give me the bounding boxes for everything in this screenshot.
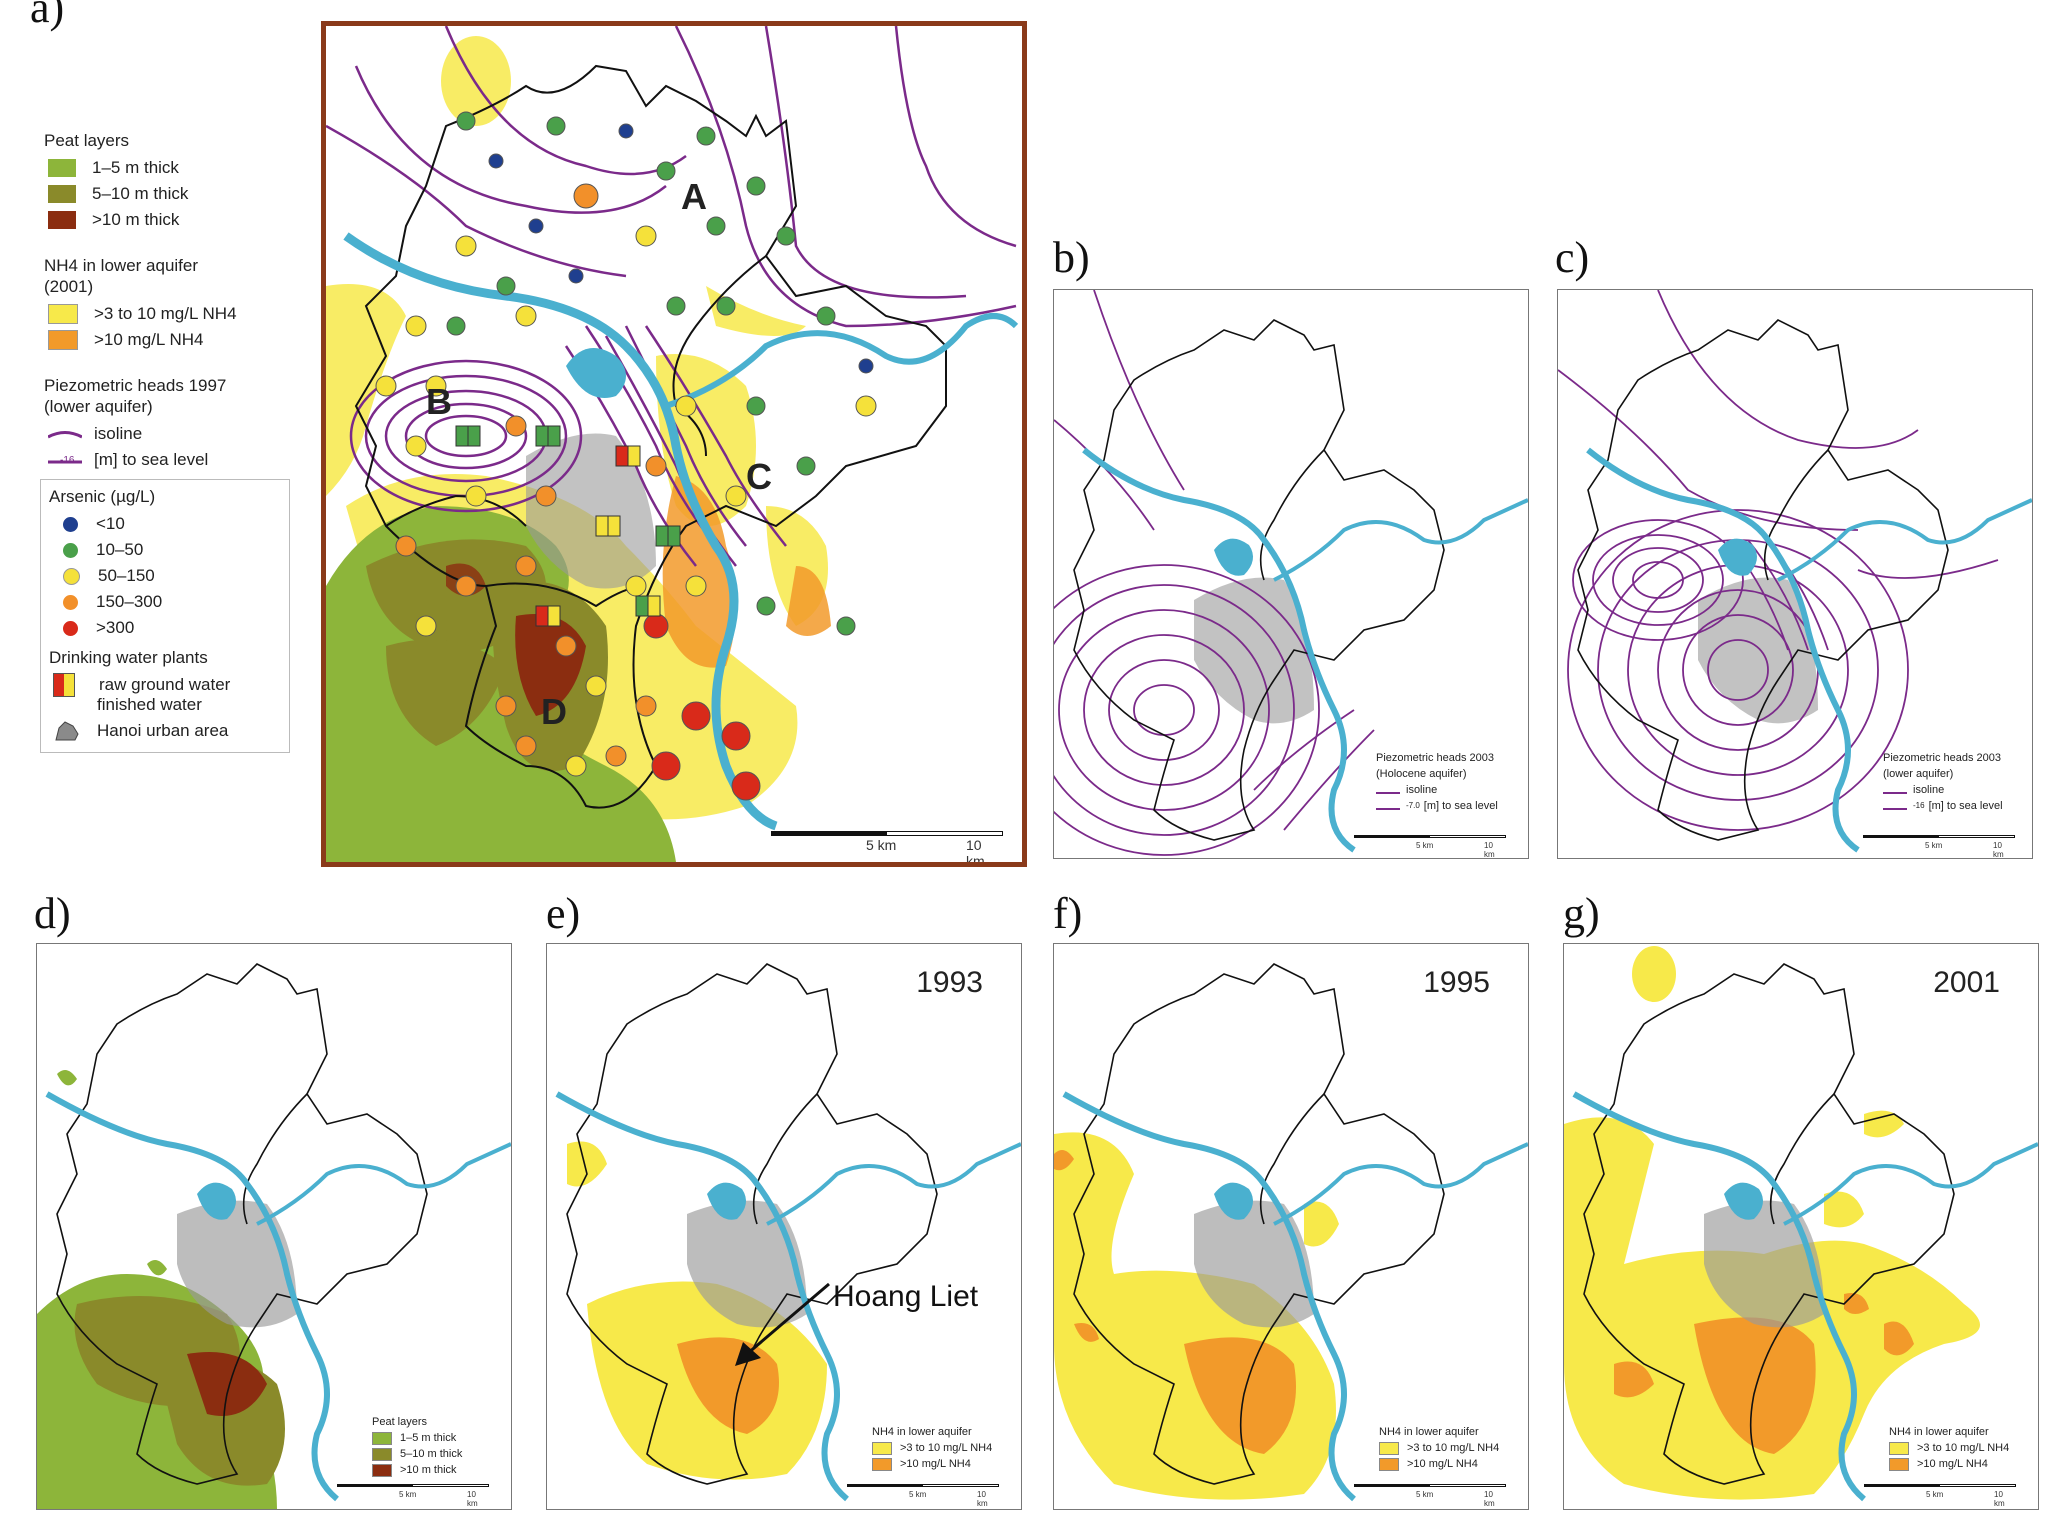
zone-label-c: C	[746, 456, 772, 497]
legend-plant-raw: raw ground water	[45, 672, 285, 698]
legend-panel-e: NH4 in lower aquifer >3 to 10 mg/L NH4 >…	[872, 1426, 993, 1471]
scale-bar-d: 5 km 10 km	[337, 1484, 489, 1508]
nh4-title: NH4 in lower aquifer (2001)	[44, 256, 199, 296]
scale-bar-b: 5 km 10 km	[1354, 835, 1506, 858]
plant-icon	[53, 673, 75, 697]
panel-label-e: e)	[546, 889, 581, 938]
scale-bar-c: 5 km 10 km	[1863, 835, 2015, 858]
zone-label-d: D	[541, 691, 567, 732]
legend-panel-g: NH4 in lower aquifer >3 to 10 mg/L NH4 >…	[1889, 1426, 2010, 1471]
panel-label-c: c)	[1555, 233, 1590, 282]
legend-panel-f: NH4 in lower aquifer >3 to 10 mg/L NH4 >…	[1379, 1426, 1500, 1471]
scale-bar-a: 5 km 10 km	[771, 831, 1003, 862]
panel-g-map: 2001 NH4 in lower aquifer >3 to 10 mg/L …	[1563, 943, 2039, 1510]
piezo-title: Piezometric heads 1997 (lower aquifer)	[44, 376, 227, 416]
panel-label-f: f)	[1053, 889, 1083, 938]
legend-isoline: isoline	[40, 421, 290, 447]
panel-b-map: Piezometric heads 2003 (Holocene aquifer…	[1053, 289, 1529, 859]
panel-label-g: g)	[1563, 889, 1600, 938]
legend-sea-level: -16 [m] to sea level	[48, 450, 209, 469]
panel-label-a: a)	[30, 0, 65, 32]
legend-nh4-2: >10 mg/L NH4	[40, 327, 290, 353]
peat-title: Peat layers	[44, 131, 130, 150]
legend-panel-c: Piezometric heads 2003 (lower aquifer) i…	[1883, 752, 2003, 812]
panel-e-map: 1993 Hoang Liet NH4 in lower aquifer >3 …	[546, 943, 1022, 1510]
panel-d-map: Peat layers 1–5 m thick 5–10 m thick >10…	[36, 943, 512, 1510]
year-label-e: 1993	[916, 966, 983, 999]
zone-label-a: A	[681, 176, 707, 217]
arsenic-legend-box: Arsenic (µg/L) <10 10–50 50–150 150–300 …	[40, 479, 290, 753]
urban-area-icon	[55, 721, 79, 741]
legend-ars-5: >300	[45, 615, 285, 641]
legend-ars-1: <10	[45, 511, 285, 537]
legend-nh4-1: >3 to 10 mg/L NH4	[40, 301, 290, 327]
scale-bar-f: 5 km 10 km	[1354, 1484, 1506, 1508]
main-map-svg	[326, 26, 1019, 862]
year-label-g: 2001	[1933, 966, 2000, 999]
legend-peat-3: >10 m thick	[40, 207, 290, 233]
legend-peat-2: 5–10 m thick	[40, 181, 290, 207]
legend-peat-1: 1–5 m thick	[40, 155, 290, 181]
legend-panel-b: Piezometric heads 2003 (Holocene aquifer…	[1376, 752, 1498, 812]
panel-label-b: b)	[1053, 233, 1090, 282]
annotation-hoang-liet: Hoang Liet	[833, 1280, 979, 1313]
main-map-a: A B C D 5 km 10 km	[321, 21, 1027, 867]
legend-urban: Hanoi urban area	[45, 718, 285, 744]
arsenic-title: Arsenic (µg/L)	[49, 487, 156, 506]
legend-ars-4: 150–300	[45, 589, 285, 615]
scale-bar-g: 5 km 10 km	[1864, 1484, 2016, 1508]
plants-title: Drinking water plants	[49, 648, 208, 667]
legend-panel-d: Peat layers 1–5 m thick 5–10 m thick >10…	[372, 1416, 463, 1477]
legend-plant-finished: finished water	[97, 695, 202, 714]
panel-label-d: d)	[34, 889, 71, 938]
panel-f-map: 1995 NH4 in lower aquifer >3 to 10 mg/L …	[1053, 943, 1529, 1510]
legend-panel-a: Peat layers 1–5 m thick 5–10 m thick >10…	[40, 130, 290, 753]
scale-bar-e: 5 km 10 km	[847, 1484, 999, 1508]
year-label-f: 1995	[1423, 966, 1490, 999]
panel-c-map: Piezometric heads 2003 (lower aquifer) i…	[1557, 289, 2033, 859]
legend-ars-3: 50–150	[45, 563, 285, 589]
legend-ars-2: 10–50	[45, 537, 285, 563]
zone-label-b: B	[426, 381, 452, 422]
arrow-icon	[735, 1282, 830, 1366]
